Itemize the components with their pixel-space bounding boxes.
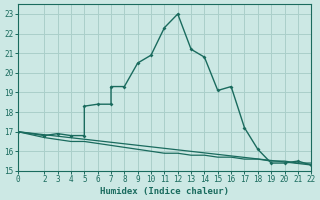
X-axis label: Humidex (Indice chaleur): Humidex (Indice chaleur) — [100, 187, 229, 196]
